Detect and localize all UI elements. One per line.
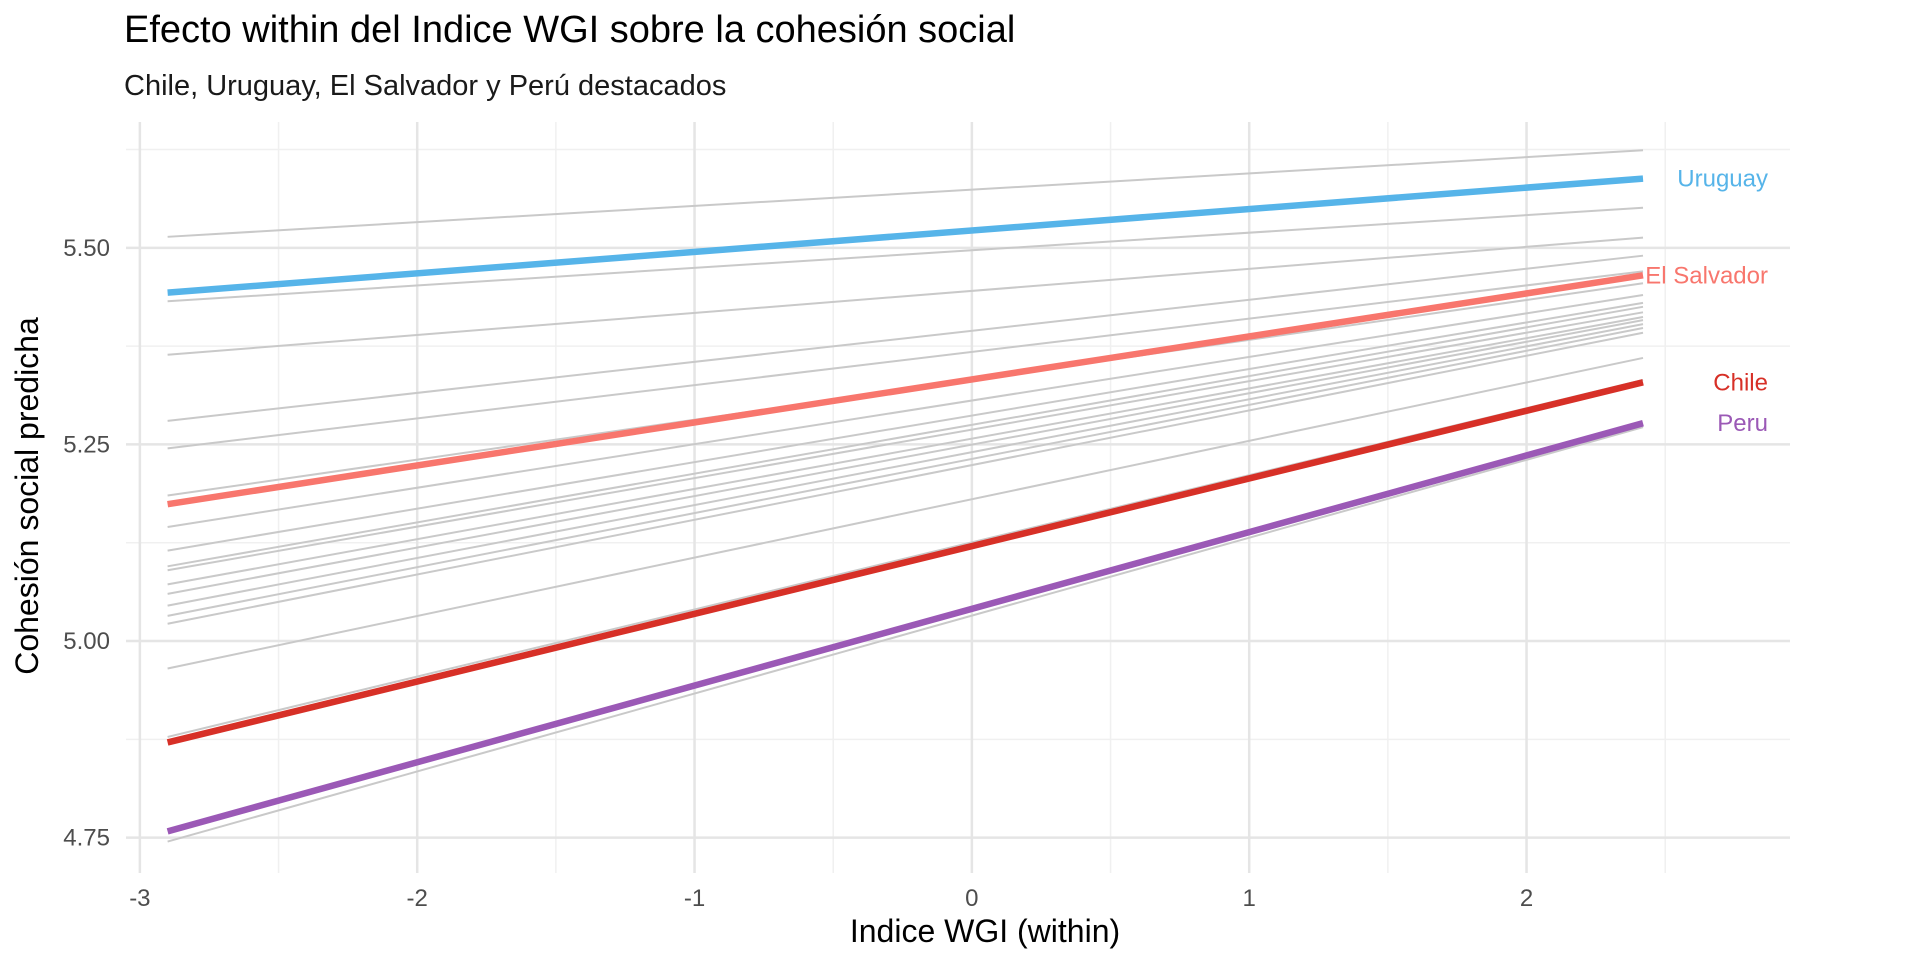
background-line [168,271,1643,448]
label-peru: Peru [1717,410,1768,437]
line-peru [168,423,1643,831]
y-tick-label: 5.00 [63,628,110,655]
label-chile: Chile [1713,369,1768,396]
line-el-salvador [168,275,1643,504]
series-labels: Uruguay El Salvador Chile Peru [1645,166,1768,438]
x-tick-label: -3 [129,885,150,912]
label-el-salvador: El Salvador [1645,262,1768,289]
label-uruguay: Uruguay [1677,166,1768,193]
background-line [168,317,1643,584]
x-tick-label: 0 [965,885,978,912]
background-line [168,312,1643,570]
x-axis-title: Indice WGI (within) [850,913,1120,949]
background-line [168,295,1643,527]
background-line [168,256,1643,421]
x-tick-label: 1 [1243,885,1256,912]
background-lines [168,150,1643,841]
background-line [168,320,1643,594]
x-tick-label: -2 [407,885,428,912]
y-axis-title: Cohesión social predicha [9,317,45,675]
background-line [168,333,1643,624]
y-tick-label: 5.50 [63,235,110,262]
y-tick-labels: 4.75 5.00 5.25 5.50 [63,235,110,852]
y-tick-label: 4.75 [63,825,110,852]
x-tick-labels: -3 -2 -1 0 1 2 [129,885,1533,912]
background-line [168,427,1643,841]
chart-subtitle: Chile, Uruguay, El Salvador y Perú desta… [124,70,726,102]
chart-title: Efecto within del Indice WGI sobre la co… [124,9,1015,51]
x-tick-label: 2 [1520,885,1533,912]
y-tick-label: 5.25 [63,431,110,458]
highlight-lines [168,179,1643,832]
x-tick-label: -1 [684,885,705,912]
line-uruguay [168,179,1643,293]
